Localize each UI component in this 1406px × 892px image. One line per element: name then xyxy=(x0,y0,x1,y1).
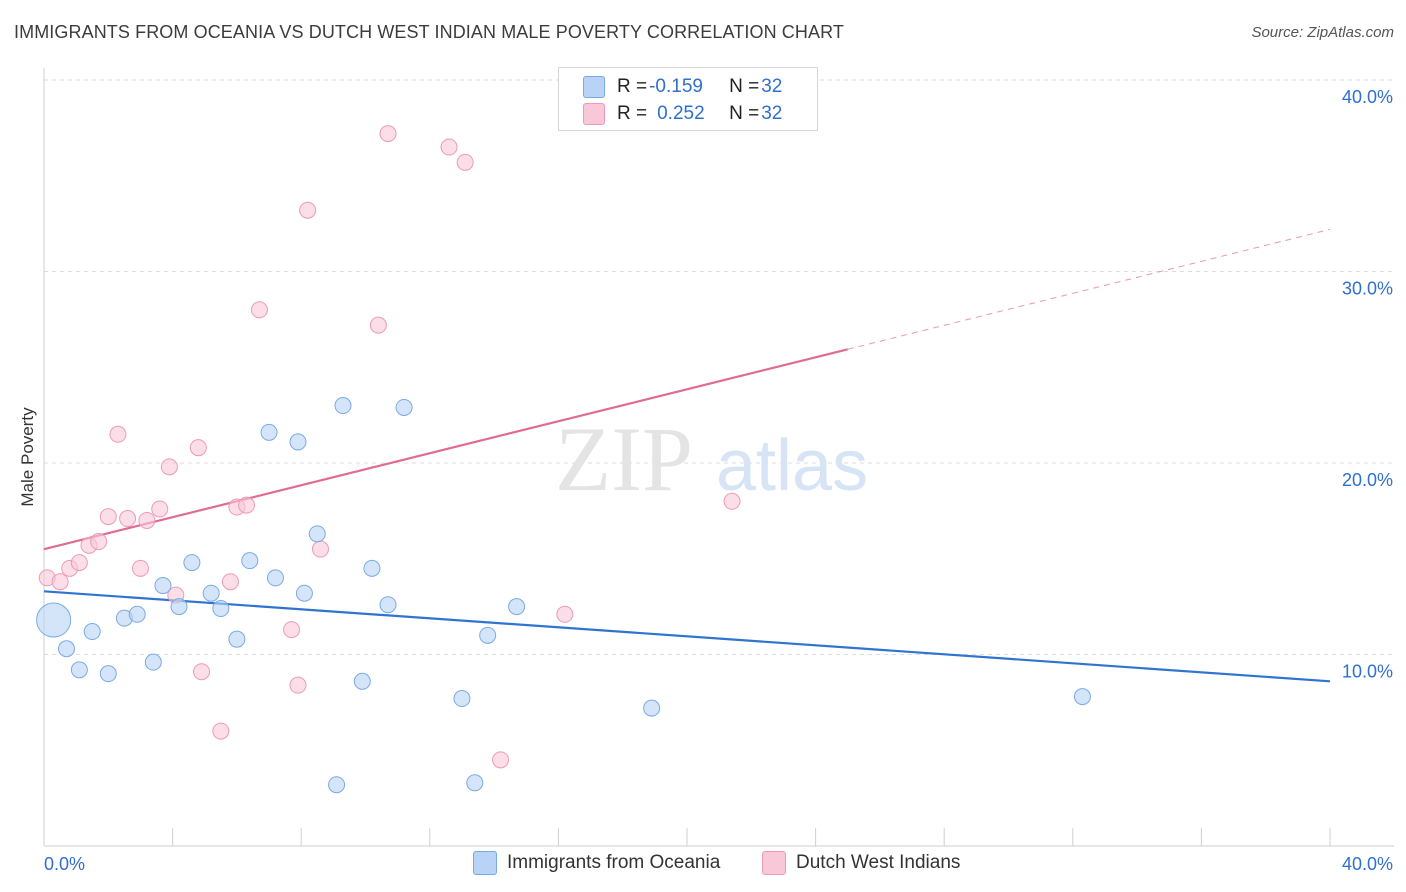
point-oceania xyxy=(58,640,76,658)
point-dutch xyxy=(238,496,256,514)
point-oceania xyxy=(99,665,117,683)
point-oceania xyxy=(144,653,162,671)
point-oceania xyxy=(308,525,326,543)
n-label: N = xyxy=(729,103,760,124)
point-oceania xyxy=(466,774,484,792)
y-axis-label: Male Poverty xyxy=(18,407,37,507)
point-oceania xyxy=(228,630,246,648)
point-oceania xyxy=(241,552,259,570)
point-dutch xyxy=(193,663,211,681)
point-dutch xyxy=(160,458,178,476)
correlation-legend: R = -0.159 N = 32 R = 0.252 N = 32 xyxy=(558,67,818,131)
point-dutch xyxy=(369,316,387,334)
chart-title: IMMIGRANTS FROM OCEANIA VS DUTCH WEST IN… xyxy=(14,22,844,42)
point-oceania xyxy=(260,423,278,441)
point-dutch xyxy=(379,125,397,143)
point-dutch xyxy=(109,425,127,443)
point-oceania xyxy=(183,554,201,572)
watermark-zip: ZIP xyxy=(555,408,693,510)
point-dutch xyxy=(151,500,169,518)
legend-swatch-pink xyxy=(762,851,786,875)
point-dutch xyxy=(51,573,69,591)
point-dutch xyxy=(212,722,230,740)
point-oceania xyxy=(353,672,371,690)
point-dutch xyxy=(119,510,137,528)
axes xyxy=(43,68,1394,847)
r-label: R = xyxy=(617,76,648,97)
n-label: N = xyxy=(729,76,760,97)
data-points xyxy=(36,125,1091,794)
trend-line-dutch xyxy=(43,348,849,551)
point-dutch xyxy=(311,540,329,558)
point-dutch xyxy=(90,533,108,551)
point-oceania xyxy=(328,776,346,794)
n-value: 32 xyxy=(761,76,783,97)
r-value: -0.159 xyxy=(649,76,703,97)
watermark: ZIP atlas xyxy=(555,408,868,510)
point-dutch xyxy=(440,138,458,156)
point-oceania xyxy=(1073,688,1091,706)
point-dutch xyxy=(138,511,156,529)
point-dutch xyxy=(189,439,207,457)
point-dutch xyxy=(556,605,574,623)
point-dutch xyxy=(299,201,317,219)
point-dutch xyxy=(99,508,117,526)
point-oceania xyxy=(479,626,497,644)
point-oceania xyxy=(363,559,381,577)
trend-line-dutch-projection xyxy=(847,228,1331,350)
point-oceania xyxy=(154,577,172,595)
point-oceania xyxy=(379,596,397,614)
point-oceania xyxy=(202,584,220,602)
y-tick-label: 10.0% xyxy=(1342,662,1393,682)
legend-label-oceania: Immigrants from Oceania xyxy=(507,852,721,873)
x-tick-label: 0.0% xyxy=(44,854,85,874)
point-oceania xyxy=(36,602,72,638)
point-dutch xyxy=(456,153,474,171)
legend-swatch-blue xyxy=(473,851,497,875)
trend-lines xyxy=(43,228,1331,683)
point-oceania xyxy=(83,623,101,641)
point-oceania xyxy=(170,598,188,616)
n-value: 32 xyxy=(761,103,783,124)
bottom-legend-dutch: Dutch West Indians xyxy=(762,851,960,875)
tick-labels: 10.0% 20.0% 30.0% 40.0% 0.0% 40.0% xyxy=(44,87,1393,874)
y-tick-label: 30.0% xyxy=(1342,279,1393,299)
point-dutch xyxy=(492,751,510,769)
point-dutch xyxy=(131,559,149,577)
trend-line-oceania xyxy=(43,590,1331,683)
point-oceania xyxy=(266,569,284,587)
point-oceania xyxy=(128,605,146,623)
y-tick-label: 20.0% xyxy=(1342,470,1393,490)
point-dutch xyxy=(70,554,88,572)
r-value: 0.252 xyxy=(657,103,705,124)
watermark-atlas: atlas xyxy=(716,426,868,506)
x-tick-label: 40.0% xyxy=(1342,854,1393,874)
point-oceania xyxy=(508,598,526,616)
legend-swatch-pink xyxy=(583,103,605,125)
legend-row-dutch: R = 0.252 N = 32 xyxy=(583,102,783,126)
point-dutch xyxy=(250,301,268,319)
legend-swatch-blue xyxy=(583,76,605,98)
point-oceania xyxy=(70,661,88,679)
point-dutch xyxy=(289,676,307,694)
point-dutch xyxy=(221,573,239,591)
bottom-legend-oceania: Immigrants from Oceania xyxy=(473,851,720,875)
legend-label-dutch: Dutch West Indians xyxy=(796,852,961,873)
point-oceania xyxy=(395,398,413,416)
point-oceania xyxy=(295,584,313,602)
point-oceania xyxy=(212,600,230,618)
point-dutch xyxy=(723,492,741,510)
point-oceania xyxy=(289,433,307,451)
y-tick-label: 40.0% xyxy=(1342,87,1393,107)
point-dutch xyxy=(283,621,301,639)
r-label: R = xyxy=(617,103,648,124)
point-oceania xyxy=(334,397,352,415)
point-oceania xyxy=(643,699,661,717)
point-oceania xyxy=(453,690,471,708)
legend-row-oceania: R = -0.159 N = 32 xyxy=(583,75,783,99)
source-label: Source: ZipAtlas.com xyxy=(1251,24,1394,41)
